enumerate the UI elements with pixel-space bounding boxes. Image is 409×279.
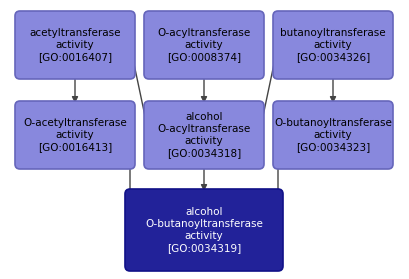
Text: butanoyltransferase
activity
[GO:0034326]: butanoyltransferase activity [GO:0034326… xyxy=(280,28,386,62)
Text: acetyltransferase
activity
[GO:0016407]: acetyltransferase activity [GO:0016407] xyxy=(29,28,121,62)
FancyBboxPatch shape xyxy=(273,101,393,169)
FancyBboxPatch shape xyxy=(15,101,135,169)
Text: O-acyltransferase
activity
[GO:0008374]: O-acyltransferase activity [GO:0008374] xyxy=(157,28,251,62)
FancyBboxPatch shape xyxy=(144,11,264,79)
FancyBboxPatch shape xyxy=(273,11,393,79)
FancyBboxPatch shape xyxy=(15,11,135,79)
Text: alcohol
O-butanoyltransferase
activity
[GO:0034319]: alcohol O-butanoyltransferase activity [… xyxy=(145,207,263,253)
FancyBboxPatch shape xyxy=(144,101,264,169)
FancyBboxPatch shape xyxy=(125,189,283,271)
Text: alcohol
O-acyltransferase
activity
[GO:0034318]: alcohol O-acyltransferase activity [GO:0… xyxy=(157,112,251,158)
Text: O-acetyltransferase
activity
[GO:0016413]: O-acetyltransferase activity [GO:0016413… xyxy=(23,118,127,152)
Text: O-butanoyltransferase
activity
[GO:0034323]: O-butanoyltransferase activity [GO:00343… xyxy=(274,118,392,152)
